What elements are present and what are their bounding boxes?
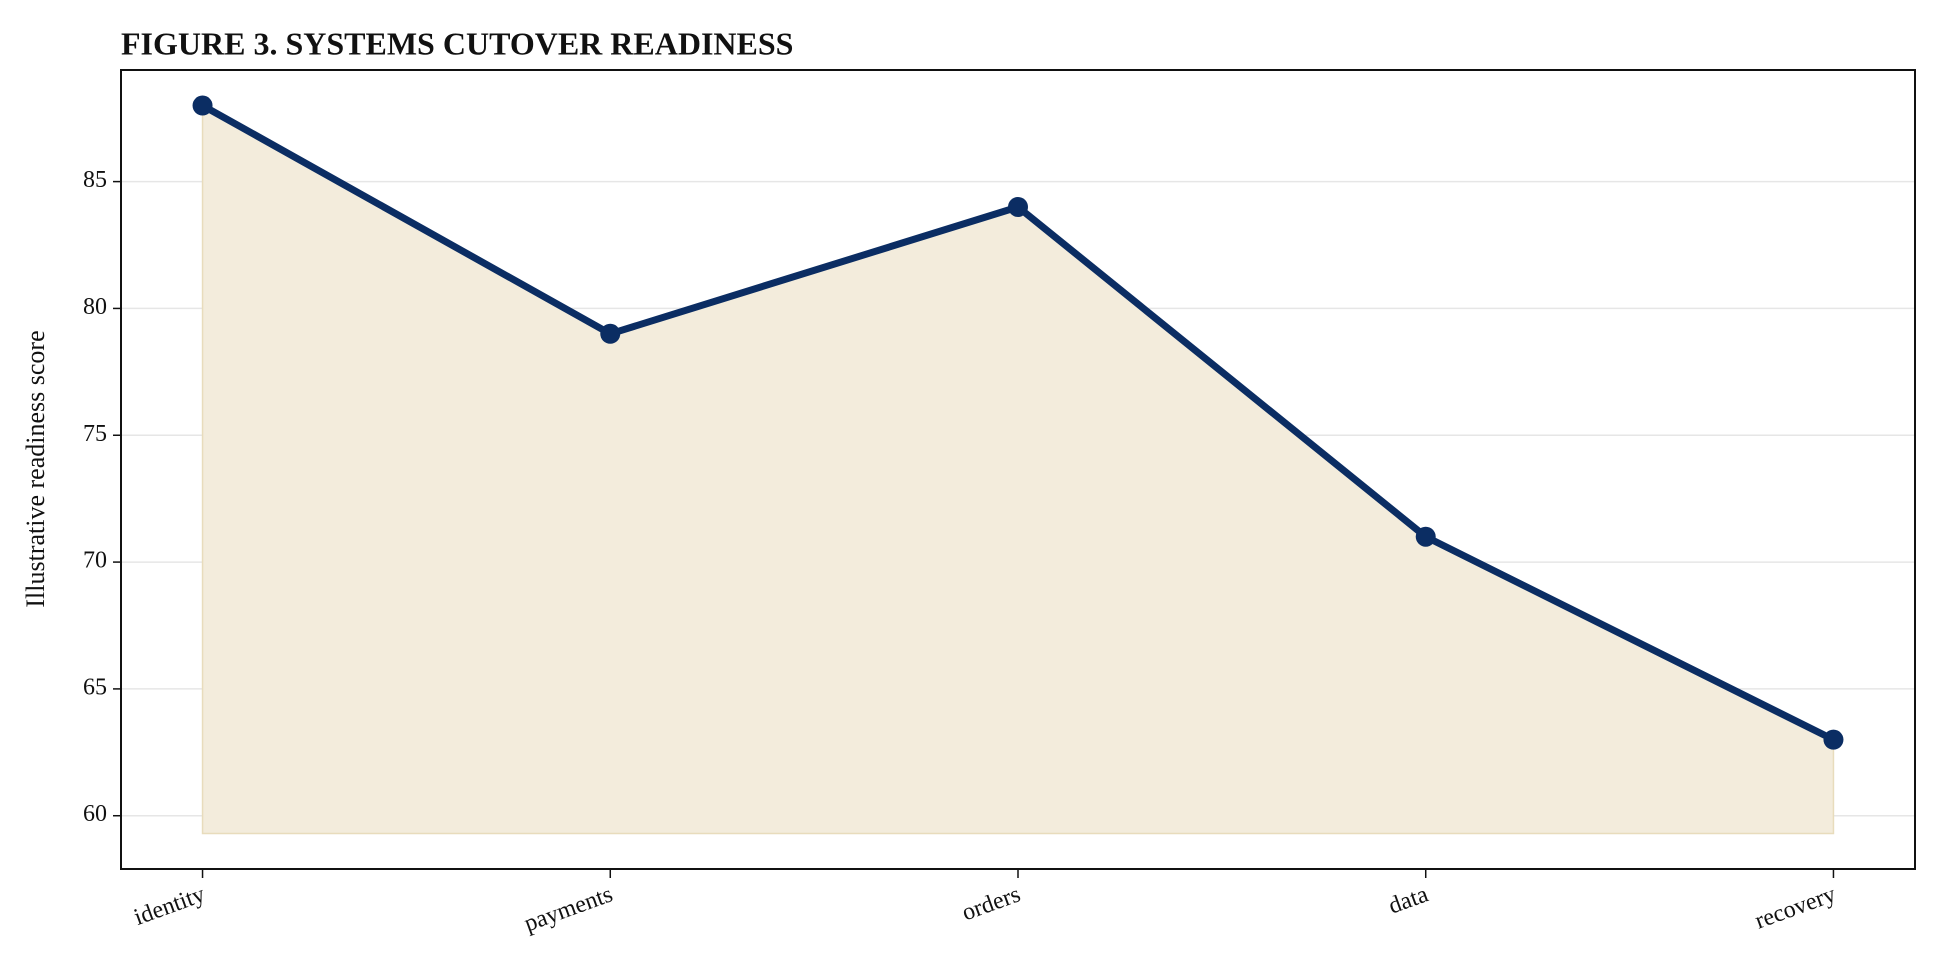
y-tick-label: 80 [83, 294, 107, 320]
marker [1008, 196, 1028, 217]
marker [192, 95, 213, 116]
x-tick-label: payments [521, 881, 616, 937]
x-tick-label: recovery [1752, 881, 1840, 934]
y-tick-label: 75 [83, 421, 107, 447]
y-tick-label: 70 [83, 548, 107, 574]
y-tick-label: 65 [83, 674, 107, 700]
chart-title: FIGURE 3. SYSTEMS CUTOVER READINESS [121, 25, 793, 61]
x-tick-label: identity [131, 881, 209, 931]
x-tick-label: data [1385, 881, 1432, 919]
y-axis-label: Illustrative readiness score [21, 330, 50, 607]
plot-frame [120, 69, 1916, 870]
y-tick-label: 60 [83, 801, 107, 827]
x-tick-label: orders [959, 881, 1024, 926]
marker [1823, 729, 1844, 750]
marker [600, 323, 621, 344]
y-tick-label: 85 [83, 167, 107, 193]
marker [1415, 526, 1436, 547]
